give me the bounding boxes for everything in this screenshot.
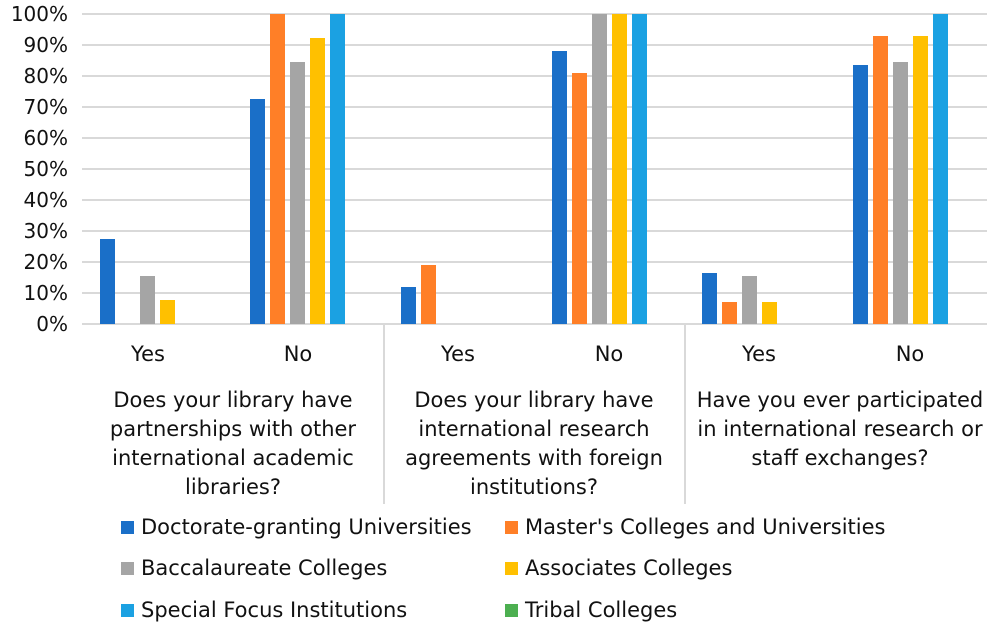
x-answer-label: Yes [742,342,776,366]
y-tick-label: 80% [23,64,68,88]
bar [893,61,908,324]
gridline [82,75,987,77]
group-divider [684,324,686,504]
bar [401,287,416,324]
gridline [82,13,987,15]
x-question-label: Does your library have international res… [405,388,663,499]
gridline [82,261,987,263]
legend-item: Tribal Colleges [505,598,677,622]
bar [330,14,345,324]
y-tick-label: 90% [23,33,68,57]
bar [572,72,587,324]
legend-label: Tribal Colleges [525,598,678,622]
y-tick-label: 20% [23,250,68,274]
bar [742,276,757,324]
legend-label: Master's Colleges and Universities [525,515,886,539]
bar [913,36,928,324]
bar [873,36,888,324]
bar [853,65,868,324]
legend-label: Special Focus Institutions [141,598,408,622]
bar [933,14,948,324]
legend-label: Doctorate-granting Universities [141,515,472,539]
bar [722,301,737,324]
bar [290,61,305,324]
x-answer-label: Yes [131,342,165,366]
x-answer-label: No [283,342,313,366]
legend-swatch-icon [505,520,518,534]
bar [250,98,265,324]
bar [612,14,627,324]
gridline [82,230,987,232]
bar [702,272,717,324]
legend-swatch-icon [121,520,134,534]
y-tick-label: 10% [23,281,68,305]
y-tick-label: 0% [36,312,68,336]
y-tick-label: 30% [23,219,68,243]
legend-swatch-icon [505,603,518,617]
bar [140,276,155,324]
x-answer-label: No [895,342,925,366]
gridline [82,106,987,108]
gridline [82,168,987,170]
x-question-label: Have you ever participated in internatio… [696,388,984,470]
y-tick-label: 60% [23,126,68,150]
gridline [82,44,987,46]
legend-label: Associates Colleges [525,556,733,580]
x-question-label: Does your library have partnerships with… [109,388,357,499]
legend-item: Baccalaureate Colleges [121,556,387,580]
bar [270,14,285,324]
bar [632,14,647,324]
y-tick-label: 40% [23,188,68,212]
x-answer-label: No [594,342,624,366]
y-tick-label: 100% [10,2,68,26]
x-answer-label: Yes [441,342,475,366]
legend-swatch-icon [505,561,518,575]
legend-swatch-icon [121,603,134,617]
bar [310,37,325,324]
y-tick-label: 70% [23,95,68,119]
bar [592,14,607,324]
legend-item: Special Focus Institutions [121,598,407,622]
gridline [82,137,987,139]
bar [552,50,567,324]
bar [762,301,777,324]
bar [160,300,175,324]
gridline [82,323,987,325]
legend-item: Associates Colleges [505,556,732,580]
legend-item: Master's Colleges and Universities [505,515,885,539]
legend-label: Baccalaureate Colleges [141,556,388,580]
y-tick-label: 50% [23,157,68,181]
legend-item: Doctorate-granting Universities [121,515,472,539]
group-divider [383,324,385,504]
gridline [82,199,987,201]
bar [421,265,436,324]
gridline [82,292,987,294]
bar [100,239,115,324]
legend-swatch-icon [121,561,134,575]
